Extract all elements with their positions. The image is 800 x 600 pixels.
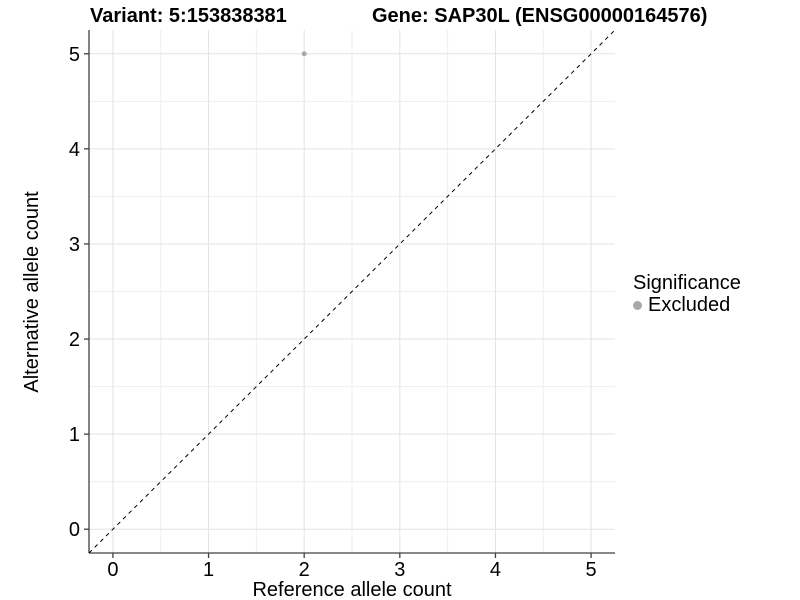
y-tick-label: 2 (69, 329, 80, 351)
legend: Significance Excluded (633, 272, 741, 316)
data-points (301, 51, 307, 57)
x-tick-label: 3 (394, 559, 405, 581)
x-tick-label: 1 (203, 559, 214, 581)
legend-title: Significance (633, 272, 741, 294)
x-tick-label: 0 (107, 559, 118, 581)
identity-reference-line (88, 29, 616, 554)
axis-tick-marks (84, 53, 592, 558)
x-axis-title: Reference allele count (252, 579, 451, 600)
x-tick-label: 4 (490, 559, 501, 581)
x-tick-labels: 0 1 2 3 4 5 (107, 559, 596, 581)
legend-item-excluded: Excluded (633, 294, 741, 316)
y-tick-label: 1 (69, 424, 80, 446)
y-tick-labels: 0 1 2 3 4 5 (69, 44, 80, 541)
y-tick-label: 5 (69, 44, 80, 66)
y-tick-label: 4 (69, 139, 80, 161)
x-tick-label: 5 (586, 559, 597, 581)
y-axis-title: Alternative allele count (21, 191, 43, 393)
data-point (301, 51, 307, 57)
y-tick-label: 0 (69, 519, 80, 541)
plot-title-gene: Gene: SAP30L (ENSG00000164576) (372, 5, 707, 27)
x-tick-label: 2 (299, 559, 310, 581)
legend-point-icon (633, 300, 642, 310)
grid-major (89, 30, 615, 553)
plot-title-variant: Variant: 5:153838381 (90, 5, 287, 27)
legend-item-label: Excluded (648, 294, 731, 316)
y-tick-label: 3 (69, 234, 80, 256)
axis-lines (88, 30, 615, 554)
